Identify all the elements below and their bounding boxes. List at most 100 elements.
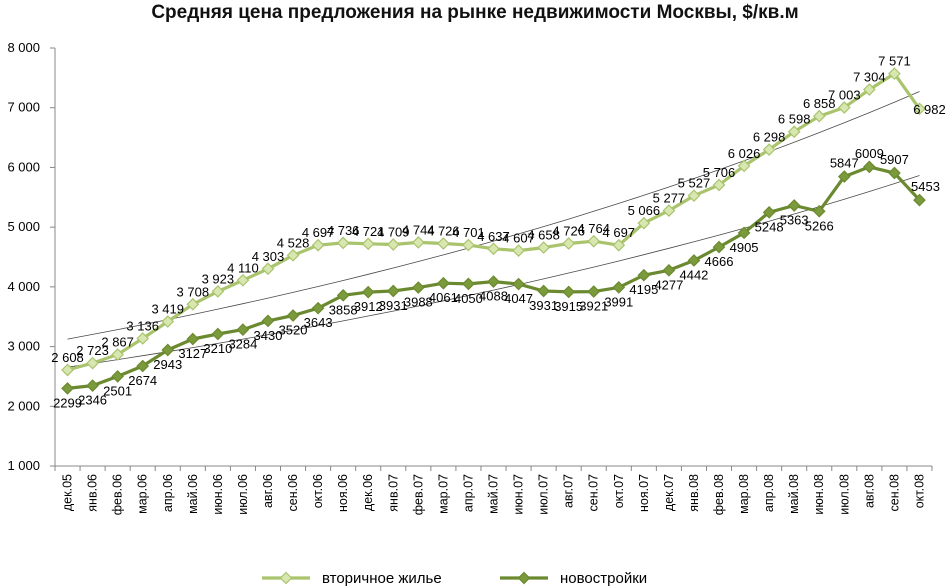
data-point <box>687 254 701 267</box>
data-point <box>386 238 400 251</box>
data-point <box>812 109 826 123</box>
data-label: 4 697 <box>603 225 636 240</box>
data-point <box>637 216 651 230</box>
data-point <box>261 262 275 276</box>
x-tick-label: июн.06 <box>211 474 225 515</box>
data-point <box>286 248 300 262</box>
axes <box>50 47 933 471</box>
data-point <box>437 276 450 290</box>
data-point <box>136 359 150 373</box>
data-label: 4 736 <box>327 223 360 238</box>
data-point <box>136 332 150 345</box>
data-point <box>737 159 751 173</box>
data-point <box>587 234 601 248</box>
data-label: 5 066 <box>628 203 661 218</box>
data-point <box>111 348 124 361</box>
legend-item-secondary: вторичное жилье <box>262 570 442 587</box>
data-point <box>787 199 801 212</box>
x-tick-label: ноя.06 <box>336 474 350 512</box>
data-label: 7 304 <box>853 70 886 85</box>
data-label: 7 003 <box>828 88 861 103</box>
data-label: 4 658 <box>527 228 560 243</box>
data-label: 3284 <box>228 337 257 352</box>
trendline <box>67 175 920 368</box>
x-tick-label: янв.08 <box>687 474 701 512</box>
y-tick-label: 2 000 <box>7 398 40 413</box>
data-label: 3 708 <box>177 284 210 299</box>
data-point <box>211 327 225 341</box>
data-point <box>311 301 325 315</box>
data-point <box>161 315 175 328</box>
data-point <box>712 240 726 254</box>
data-label: 3858 <box>329 302 358 317</box>
data-point <box>386 284 400 298</box>
x-tick-label: дек.05 <box>61 474 75 511</box>
data-label: 3210 <box>203 341 232 356</box>
data-point <box>737 226 751 240</box>
data-label: 5453 <box>911 179 940 194</box>
x-tick-label: июл.06 <box>236 474 250 515</box>
data-label: 4 726 <box>552 224 585 239</box>
x-tick-label: ноя.07 <box>637 474 651 512</box>
x-tick-label: окт.06 <box>311 474 325 508</box>
x-tick-label: июн.07 <box>512 474 526 515</box>
y-tick-label: 1 000 <box>7 458 40 473</box>
y-tick-label: 7 000 <box>7 100 40 115</box>
data-point <box>662 204 676 217</box>
data-label: 6 598 <box>778 112 811 127</box>
data-point <box>587 285 601 298</box>
y-tick-label: 3 000 <box>7 339 40 354</box>
data-label: 3 136 <box>126 318 159 333</box>
data-label: 3643 <box>304 315 333 330</box>
y-tick-label: 4 000 <box>7 279 40 294</box>
data-point <box>336 236 350 250</box>
y-tick-label: 6 000 <box>7 159 40 174</box>
data-label: 2 608 <box>51 350 84 365</box>
legend-marker <box>279 571 293 585</box>
data-label: 5 706 <box>703 165 736 180</box>
data-label: 4 303 <box>252 249 285 264</box>
data-label: 3915 <box>554 299 583 314</box>
data-label: 3931 <box>379 298 408 313</box>
data-point <box>787 125 801 139</box>
x-tick-label: янв.06 <box>86 474 100 512</box>
data-point <box>512 244 525 257</box>
data-point <box>236 323 250 336</box>
x-tick-label: дек.07 <box>662 474 676 511</box>
data-label: 4 744 <box>402 222 435 237</box>
data-point <box>662 263 676 277</box>
data-label: 3430 <box>254 328 283 343</box>
data-point <box>437 237 450 250</box>
data-label: 6 858 <box>803 96 836 111</box>
x-tick-label: июл.08 <box>837 474 851 515</box>
data-label: 5907 <box>880 152 909 167</box>
data-point <box>612 281 626 294</box>
x-tick-label: фев.08 <box>712 474 726 515</box>
data-point <box>762 205 776 219</box>
data-point <box>161 343 175 357</box>
data-point <box>687 189 701 203</box>
data-label: 2501 <box>103 383 132 398</box>
legend-marker <box>517 571 531 585</box>
data-label: 3931 <box>529 298 558 313</box>
data-point <box>537 284 550 298</box>
data-label: 3988 <box>404 295 433 310</box>
x-tick-label: сен.06 <box>286 474 300 512</box>
data-label: 2674 <box>128 373 157 388</box>
data-point <box>462 238 475 252</box>
data-label: 4 721 <box>352 224 385 239</box>
trendline <box>67 91 920 340</box>
data-point <box>837 170 851 183</box>
data-label: 7 571 <box>878 54 911 69</box>
data-point <box>411 236 425 249</box>
data-point <box>562 237 576 250</box>
legend-label: вторичное жилье <box>322 570 442 587</box>
x-tick-label: окт.07 <box>612 474 626 508</box>
data-label: 5847 <box>830 156 859 171</box>
data-point <box>61 382 74 395</box>
x-tick-label: май.06 <box>186 474 200 514</box>
data-label: 4061 <box>429 290 458 305</box>
x-tick-label: июн.08 <box>812 474 826 515</box>
data-point <box>913 193 926 207</box>
data-point <box>86 379 99 392</box>
